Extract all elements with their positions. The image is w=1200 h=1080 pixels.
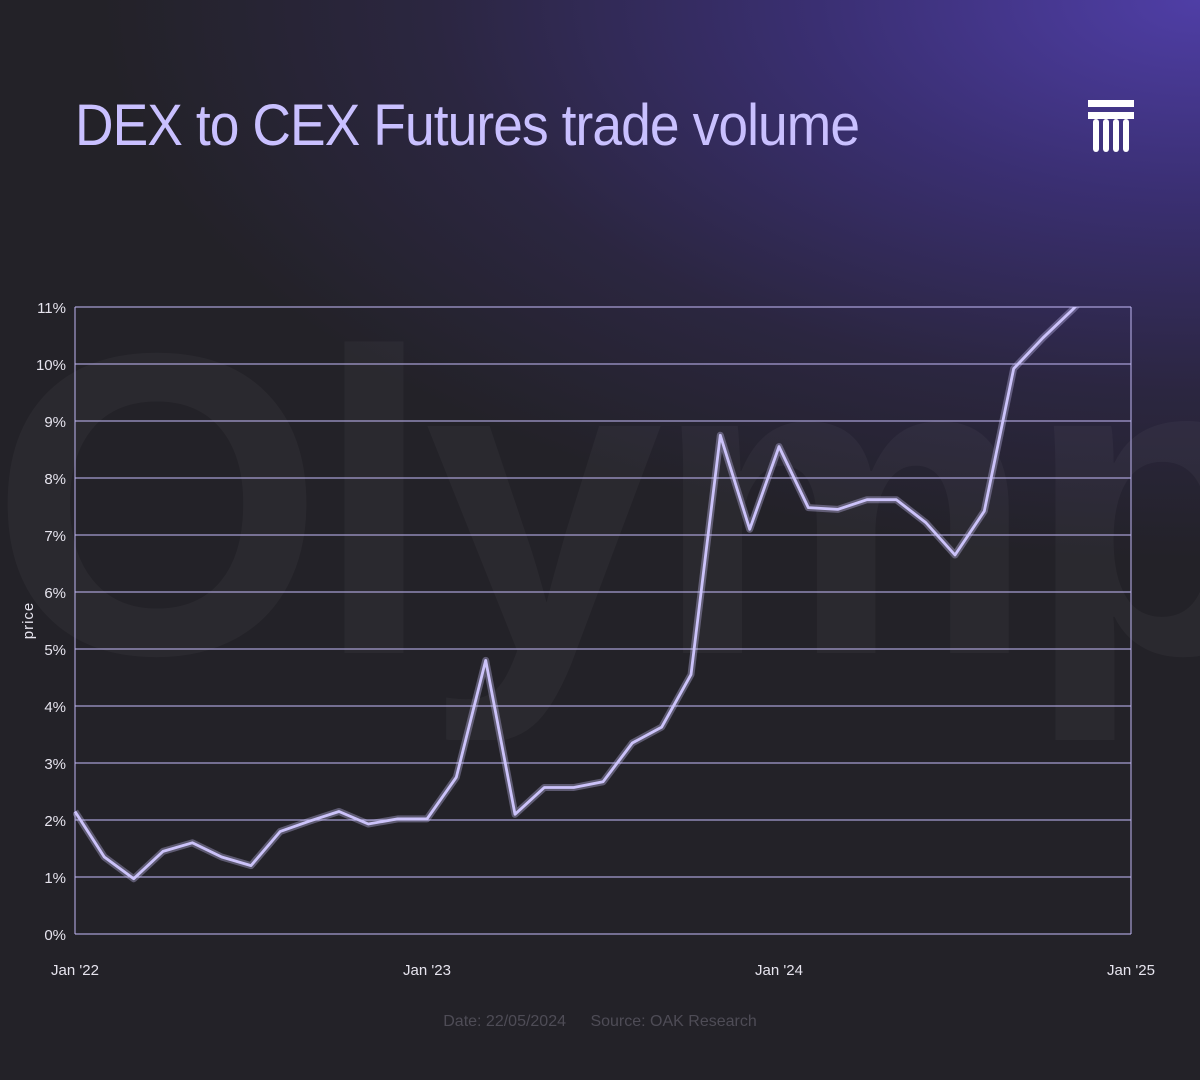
x-tick-label: Jan '25 (1107, 962, 1155, 979)
x-tick-label: Jan '24 (755, 962, 803, 979)
y-tick-label: 1% (44, 870, 66, 887)
y-tick-label: 5% (44, 642, 66, 659)
series-line (73, 307, 1078, 881)
pillar-logo-icon (1088, 100, 1134, 152)
series-line-glow (73, 307, 1080, 883)
x-tick-label: Jan '23 (403, 962, 451, 979)
chart-title: DEX to CEX Futures trade volume (75, 93, 860, 158)
y-tick-label: 9% (44, 414, 66, 431)
footer-source: Source: OAK Research (590, 1013, 757, 1030)
y-axis-label: price (20, 602, 37, 640)
y-tick-label: 8% (44, 471, 66, 488)
y-tick-label: 3% (44, 756, 66, 773)
y-tick-label: 4% (44, 699, 66, 716)
y-tick-label: 6% (44, 585, 66, 602)
footer: Date: 22/05/2024 Source: OAK Research (0, 1013, 1200, 1031)
y-tick-label: 10% (36, 357, 66, 374)
y-tick-label: 11% (37, 300, 66, 317)
y-tick-label: 7% (44, 528, 66, 545)
footer-date: Date: 22/05/2024 (443, 1013, 566, 1030)
y-tick-label: 2% (44, 813, 66, 830)
y-tick-label: 0% (44, 927, 66, 944)
x-tick-label: Jan '22 (51, 962, 99, 979)
